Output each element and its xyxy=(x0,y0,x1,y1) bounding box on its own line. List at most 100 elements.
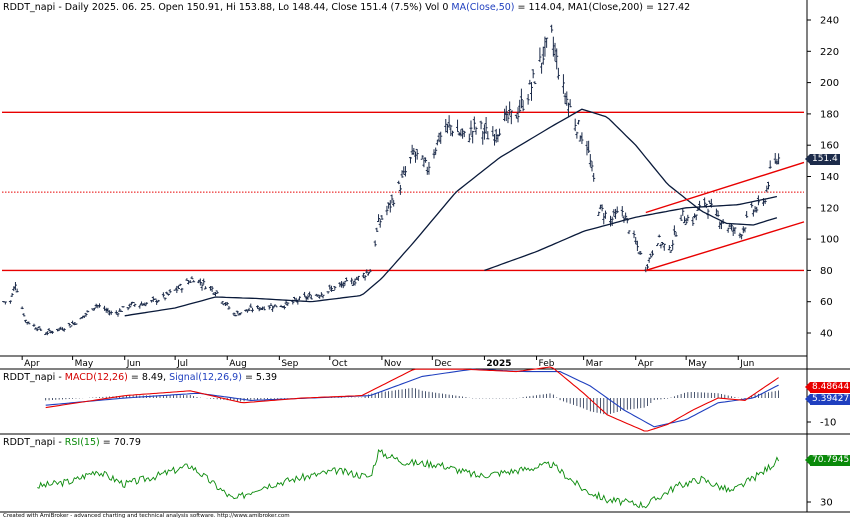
price-bar xyxy=(308,291,312,297)
price-bar xyxy=(220,301,224,304)
price-bar xyxy=(424,157,428,163)
price-bar xyxy=(10,292,14,297)
ma50-label: MA(Close,50) xyxy=(451,2,515,13)
price-bar xyxy=(610,216,614,226)
price-bar xyxy=(432,149,436,159)
price-bar xyxy=(250,307,254,313)
price-bar xyxy=(681,208,685,216)
price-bar xyxy=(175,285,179,294)
price-bar xyxy=(121,306,125,308)
price-bar xyxy=(551,36,555,57)
price-bar xyxy=(682,216,686,224)
price-bar xyxy=(529,82,533,101)
price-bar xyxy=(555,48,559,70)
price-bar xyxy=(526,94,530,105)
x-tick-label: Jun xyxy=(126,359,141,369)
y-tick-label: 120 xyxy=(820,203,839,214)
price-bar xyxy=(143,302,147,307)
price-bar xyxy=(131,301,135,304)
rsi-y-tick-label: 30 xyxy=(820,498,833,509)
price-bar xyxy=(518,99,522,113)
price-bar xyxy=(627,230,631,235)
price-bar xyxy=(425,166,429,175)
price-bar xyxy=(385,205,389,216)
price-bar xyxy=(309,294,313,300)
x-tick-label: Apr xyxy=(24,359,40,369)
price-bar xyxy=(138,304,142,309)
price-bar xyxy=(86,310,90,313)
price-bar xyxy=(329,285,333,292)
price-bar xyxy=(271,305,275,312)
price-bar xyxy=(316,294,320,297)
price-bar xyxy=(726,227,730,233)
price-bar xyxy=(745,211,749,218)
price-bar xyxy=(237,312,241,316)
price-bar xyxy=(730,223,734,231)
price-bar xyxy=(718,221,722,229)
price-bar xyxy=(168,289,172,294)
x-tick-label: Dec xyxy=(434,359,451,369)
price-bar xyxy=(588,154,592,167)
price-bar xyxy=(45,331,49,336)
price-bar xyxy=(61,327,65,331)
y-tick-label: 100 xyxy=(820,235,839,246)
price-bar xyxy=(126,307,130,311)
y-tick-label: 80 xyxy=(820,266,833,277)
price-bar xyxy=(768,160,772,169)
price-bar xyxy=(467,133,471,143)
price-bar xyxy=(471,130,475,144)
price-bar xyxy=(667,245,671,251)
channel-line xyxy=(645,221,805,272)
price-bar xyxy=(484,117,488,134)
price-bar xyxy=(449,125,453,137)
price-bar xyxy=(232,312,236,317)
price-bar xyxy=(481,130,485,145)
price-bar xyxy=(153,298,157,300)
macd-value-tag: 8.48644 xyxy=(804,382,850,393)
price-bar xyxy=(333,286,337,290)
price-bar xyxy=(282,305,286,310)
price-bar xyxy=(479,120,483,130)
price-bar xyxy=(55,328,59,332)
price-bar xyxy=(620,206,624,217)
price-bar xyxy=(420,155,424,160)
header-low: 148.44 xyxy=(292,2,326,13)
price-bar xyxy=(684,217,688,226)
signal-label: Signal(12,26,9) xyxy=(169,372,242,383)
channel-line xyxy=(645,161,805,214)
price-bar xyxy=(657,234,661,238)
price-bar xyxy=(777,153,781,165)
price-bar xyxy=(719,221,723,230)
price-bar xyxy=(118,308,122,312)
price-bar xyxy=(632,230,636,239)
price-bar xyxy=(34,327,38,330)
price-bar xyxy=(304,296,308,301)
price-bar xyxy=(519,88,523,109)
y-tick-label: 180 xyxy=(820,109,839,120)
price-bar xyxy=(427,162,431,175)
price-bar xyxy=(326,291,330,294)
price-bar xyxy=(328,284,332,290)
price-bar xyxy=(198,278,202,286)
price-bar xyxy=(503,108,507,122)
price-bar xyxy=(708,200,712,205)
price-bar xyxy=(176,285,180,290)
price-bar xyxy=(703,197,707,208)
price-bar xyxy=(303,291,307,297)
price-bar xyxy=(662,243,666,251)
price-bar xyxy=(740,234,744,240)
price-bar xyxy=(486,131,490,140)
price-bar xyxy=(227,305,231,310)
rsi-label: RSI(15) xyxy=(64,437,100,448)
price-bar xyxy=(498,128,502,137)
price-bar xyxy=(185,278,189,282)
x-tick-label: Nov xyxy=(384,359,402,369)
price-bar xyxy=(15,288,19,293)
price-bar xyxy=(192,280,196,283)
ma50-value: 114.04 xyxy=(528,2,562,13)
price-bar xyxy=(343,280,347,286)
price-bar xyxy=(461,128,465,139)
rsi-value: 70.79 xyxy=(113,437,141,448)
ma200-value: 127.42 xyxy=(656,2,691,13)
price-bar xyxy=(269,303,273,307)
